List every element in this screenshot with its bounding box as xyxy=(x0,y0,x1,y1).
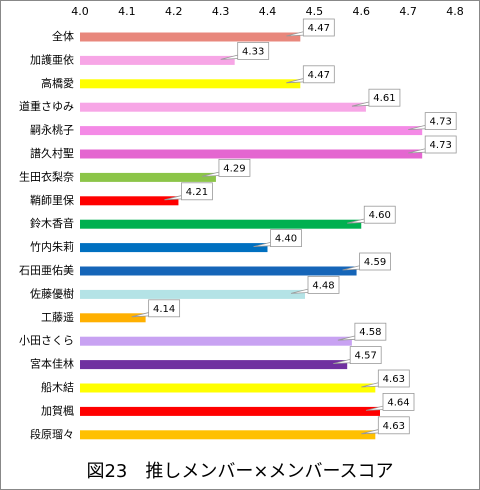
bar xyxy=(80,32,301,42)
label-box xyxy=(270,229,302,248)
label-box xyxy=(377,416,410,435)
value-label: 4.47 xyxy=(308,23,330,34)
label-box xyxy=(307,275,340,294)
label-box xyxy=(377,369,410,388)
label-box xyxy=(363,205,396,224)
bar xyxy=(80,55,235,65)
y-tick-label: 鞘師里保 xyxy=(30,193,74,207)
label-box xyxy=(148,299,181,318)
value-label: 4.61 xyxy=(373,93,395,104)
label-box xyxy=(302,18,335,37)
bar xyxy=(80,289,305,299)
value-label: 4.21 xyxy=(186,187,208,198)
bar xyxy=(80,196,179,206)
label-box xyxy=(354,322,387,341)
y-tick-label: 全体 xyxy=(52,29,74,43)
bar xyxy=(80,149,423,159)
value-label: 4.64 xyxy=(387,397,409,408)
label-box xyxy=(424,112,457,130)
y-tick-label: 嗣永桃子 xyxy=(30,123,74,137)
value-label: 4.40 xyxy=(275,234,297,245)
bar xyxy=(80,102,366,112)
value-label: 4.60 xyxy=(369,210,391,221)
chart-title: 図23 推しメンバー×メンバースコア xyxy=(86,461,393,482)
bar xyxy=(80,243,268,253)
bar xyxy=(80,172,216,182)
value-label: 4.47 xyxy=(308,70,330,81)
label-box xyxy=(302,65,335,84)
bar xyxy=(80,126,423,136)
y-tick-label: 段原瑠々 xyxy=(30,427,74,441)
y-tick-label: 加賀楓 xyxy=(41,403,74,417)
y-tick-label: 鈴木香音 xyxy=(30,216,74,230)
label-box xyxy=(368,88,401,107)
value-label: 4.63 xyxy=(383,421,405,432)
y-tick-label: 工藤遥 xyxy=(41,311,74,324)
value-label: 4.63 xyxy=(383,374,405,385)
y-tick-label: 生田衣梨奈 xyxy=(19,169,74,183)
x-tick-label: 4.4 xyxy=(259,5,277,18)
value-label: 4.57 xyxy=(355,351,377,362)
value-label: 4.58 xyxy=(359,327,381,338)
value-label: 4.14 xyxy=(153,304,175,315)
y-tick-label: 加護亜依 xyxy=(30,52,74,66)
bar xyxy=(80,430,376,440)
bar xyxy=(80,313,146,323)
y-tick-label: 船木結 xyxy=(41,380,74,394)
y-tick-label: 小田さくら xyxy=(19,334,74,347)
y-tick-label: 竹内朱莉 xyxy=(30,240,74,254)
value-label: 4.48 xyxy=(312,280,334,291)
label-box xyxy=(382,392,415,411)
x-tick-label: 4.3 xyxy=(212,5,230,18)
label-box xyxy=(424,135,457,154)
value-label: 4.29 xyxy=(223,163,245,174)
x-tick-label: 4.0 xyxy=(71,5,89,18)
y-tick-label: 譜久村聖 xyxy=(30,146,74,160)
y-tick-label: 宮本佳林 xyxy=(30,357,74,371)
y-tick-label: 佐藤優樹 xyxy=(30,286,74,300)
value-label: 4.73 xyxy=(430,140,452,151)
label-box xyxy=(237,42,270,60)
bar xyxy=(80,219,362,229)
value-label: 4.59 xyxy=(364,257,386,268)
bar xyxy=(80,383,376,393)
value-label: 4.73 xyxy=(430,117,452,128)
x-tick-label: 4.7 xyxy=(399,5,417,18)
label-box xyxy=(359,252,391,271)
bar xyxy=(80,360,348,370)
y-tick-label: 道重さゆみ xyxy=(19,99,74,113)
label-box xyxy=(181,182,213,201)
value-label: 4.33 xyxy=(242,46,264,57)
x-tick-label: 4.1 xyxy=(118,5,136,18)
x-tick-label: 4.8 xyxy=(446,5,464,18)
bar xyxy=(80,336,352,346)
bar xyxy=(80,79,301,89)
bar xyxy=(80,406,380,416)
x-tick-label: 4.6 xyxy=(353,5,371,18)
y-tick-label: 石田亜佑美 xyxy=(19,263,74,277)
label-box xyxy=(349,346,382,365)
x-tick-label: 4.5 xyxy=(306,5,324,18)
y-tick-label: 高橋愛 xyxy=(41,76,74,90)
x-tick-label: 4.2 xyxy=(165,5,183,18)
label-box xyxy=(218,158,251,177)
bar xyxy=(80,266,357,276)
